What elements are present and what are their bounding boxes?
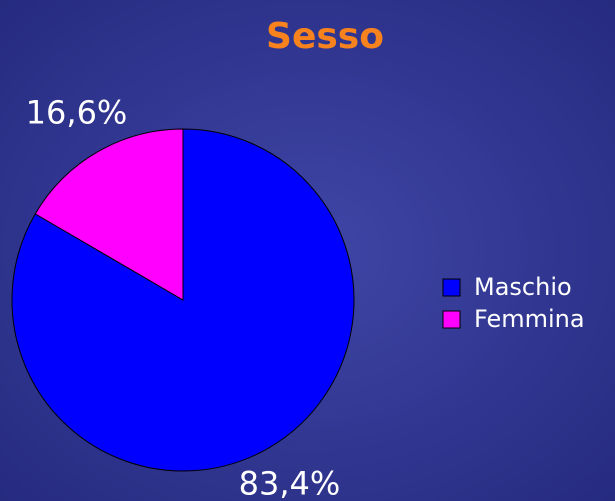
pie-slice (34, 128, 184, 301)
chart-title: Sesso (266, 16, 384, 57)
legend-swatch (442, 278, 461, 297)
legend-label: Femmina (474, 305, 585, 333)
legend-swatch (442, 310, 461, 329)
data-label: 83,4% (239, 464, 341, 501)
legend-label: Maschio (474, 273, 572, 301)
data-label: 16,6% (26, 94, 128, 132)
